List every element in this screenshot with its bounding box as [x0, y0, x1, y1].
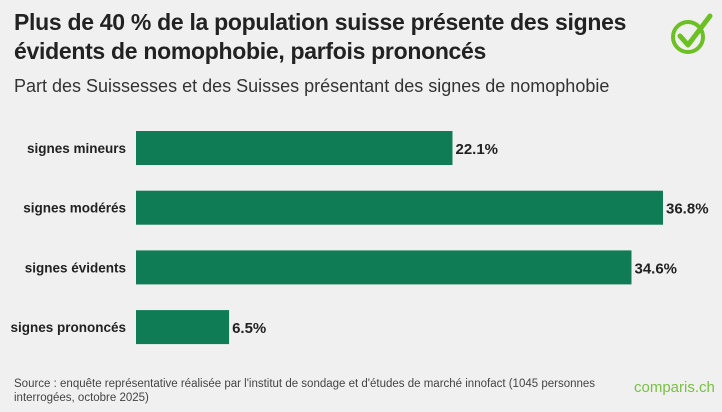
bar — [136, 131, 453, 165]
brand-logo: comparis.ch — [634, 379, 715, 396]
checkmark-circle-icon — [671, 13, 713, 54]
bar — [136, 250, 632, 285]
source-note: Source : enquête représentative réalisée… — [14, 378, 596, 404]
chart-title: Plus de 40 % de la population suisse pré… — [14, 9, 627, 64]
bar — [136, 190, 663, 225]
bar-chart: signes mineurs 22.1% signes modérés 36.8% si… — [10, 131, 709, 345]
value-label: 36.8% — [666, 201, 709, 218]
value-label: 34.6% — [634, 260, 677, 277]
value-label: 22.1% — [455, 141, 498, 158]
bar — [136, 310, 230, 345]
category-label: signes prononcés — [10, 320, 126, 335]
category-label: signes évidents — [25, 260, 126, 275]
value-label: 6.5% — [232, 320, 266, 337]
category-label: signes mineurs — [27, 141, 126, 156]
chart-subtitle: Part des Suissesses et des Suisses prése… — [14, 76, 610, 96]
category-label: signes modérés — [23, 201, 126, 216]
